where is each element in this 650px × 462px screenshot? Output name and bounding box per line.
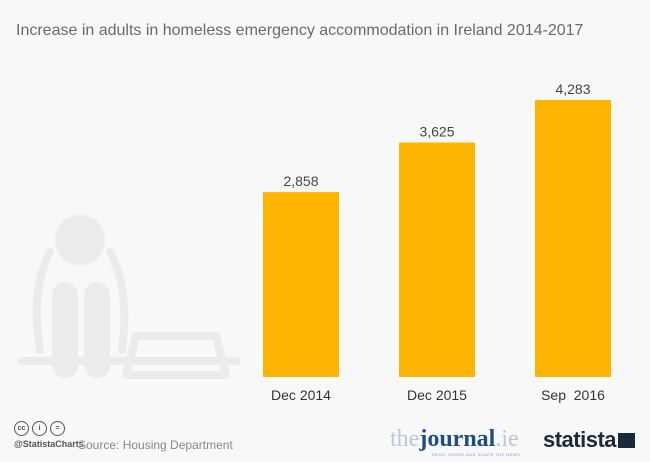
category-label: Dec 2014 [271,387,331,403]
thejournal-logo: thejournal.ie [390,426,519,452]
category-label: Dec 2015 [407,387,467,403]
statista-logo-icon [618,433,635,448]
chart-title: Increase in adults in homeless emergency… [16,22,584,39]
cc-icon: cc [14,421,29,436]
bar-2 [535,100,611,377]
homeless-person-illustration [18,215,240,379]
data-label: 2,858 [283,173,318,189]
statista-handle: @StatistaCharts [14,439,84,449]
data-label: 3,625 [419,124,454,140]
bar-0 [263,192,339,377]
thejournal-tagline: READ, SHARE AND SHAPE THE NEWS [432,452,521,457]
attribution-icon: i [32,421,47,436]
bar-1 [399,142,475,377]
data-label: 4,283 [555,81,590,97]
source-link[interactable]: Source: Housing Department [78,438,233,452]
category-label: Sep 2016 [541,387,605,403]
no-derivatives-icon: = [50,421,65,436]
statista-logo: statista [543,427,617,452]
